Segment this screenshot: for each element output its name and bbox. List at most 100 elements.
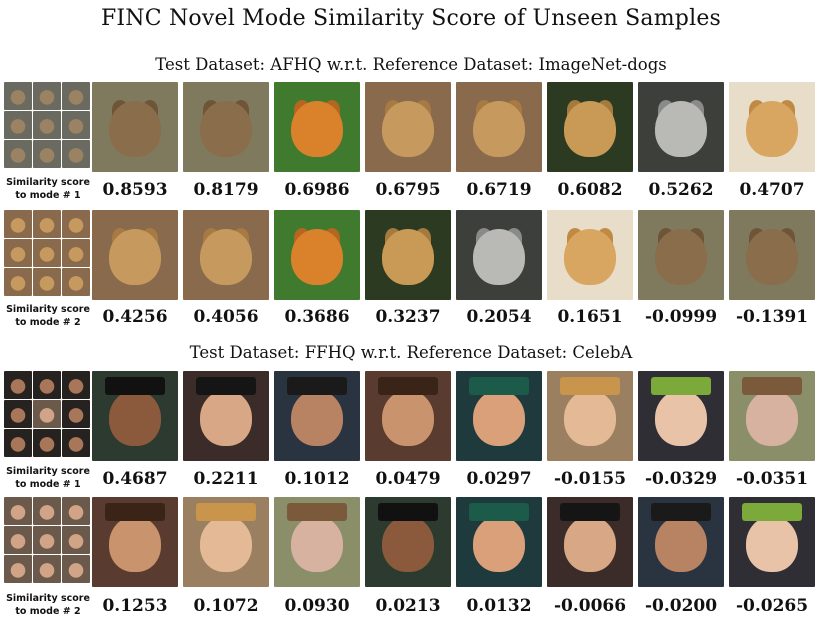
mode-thumbnail (62, 210, 90, 238)
mode-thumbnail (4, 526, 32, 554)
similarity-score: -0.0329 (644, 469, 718, 489)
sample-image-baseball-cap-man (456, 371, 542, 461)
similarity-score: 0.6986 (284, 180, 350, 200)
section-subtitle-ffhq: Test Dataset: FFHQ w.r.t. Reference Data… (189, 343, 633, 362)
sample-image-woman-blonde (183, 497, 269, 587)
sample-image-tabby-cat (183, 82, 269, 172)
sample-image-graduate-woman (365, 497, 451, 587)
similarity-score: 0.6719 (466, 180, 532, 200)
row-label-line2: to mode # 1 (15, 190, 81, 201)
sample-image-tiger (274, 82, 360, 172)
mode-thumbnail (62, 400, 90, 428)
row-label-line1: Similarity score (6, 593, 90, 604)
similarity-score: 0.4707 (739, 180, 805, 200)
row-label-line1: Similarity score (6, 466, 90, 477)
sample-image-graduate-man-2 (638, 497, 724, 587)
mode-thumbnail (4, 268, 32, 296)
mode-thumbnail (62, 239, 90, 267)
mode-thumbnail (4, 555, 32, 583)
similarity-score: -0.0066 (553, 596, 627, 616)
similarity-score: 0.3686 (284, 307, 350, 327)
mode-thumbnail-grid (4, 210, 90, 296)
section-subtitle-afhq: Test Dataset: AFHQ w.r.t. Reference Data… (155, 55, 667, 74)
similarity-score: 0.0132 (466, 596, 532, 616)
mode-thumbnail-grid (4, 497, 90, 583)
mode-thumbnail (4, 140, 32, 168)
similarity-score: 0.1012 (284, 469, 350, 489)
figure-title: FINC Novel Mode Similarity Score of Unse… (100, 6, 722, 31)
mode-thumbnail (33, 429, 61, 457)
image-row (4, 82, 818, 172)
mode-thumbnail (33, 210, 61, 238)
similarity-score: -0.0351 (735, 469, 809, 489)
similarity-score: 0.2211 (193, 469, 259, 489)
similarity-score: 0.0930 (284, 596, 350, 616)
sample-image-woman (365, 371, 451, 461)
similarity-score: 0.2054 (466, 307, 532, 327)
sample-image-graduate-woman (92, 371, 178, 461)
mode-thumbnail (4, 239, 32, 267)
score-row: Similarity score to mode # 2 0.1253 0.107… (4, 592, 818, 618)
similarity-score: -0.0200 (644, 596, 718, 616)
sample-image-graduate-man (547, 497, 633, 587)
row-label: Similarity score to mode # 1 (4, 176, 92, 202)
image-row (4, 210, 818, 300)
similarity-score: 0.4056 (193, 307, 259, 327)
row-label-line2: to mode # 2 (15, 606, 81, 617)
similarity-score: 0.0213 (375, 596, 441, 616)
row-label: Similarity score to mode # 1 (4, 465, 92, 491)
similarity-score: -0.1391 (735, 307, 809, 327)
sample-image-baby-hat (729, 497, 815, 587)
similarity-score: 0.1253 (102, 596, 168, 616)
sample-image-tiger (274, 210, 360, 300)
mode-thumbnail (62, 371, 90, 399)
similarity-score: 0.1651 (557, 307, 623, 327)
mode-thumbnail (62, 497, 90, 525)
image-row (4, 371, 818, 461)
sample-image-golden-dog (729, 82, 815, 172)
similarity-score: 0.3237 (375, 307, 441, 327)
similarity-score: 0.6795 (375, 180, 441, 200)
mode-thumbnail (62, 268, 90, 296)
row-label: Similarity score to mode # 2 (4, 303, 92, 329)
sample-image-tabby-cat (92, 82, 178, 172)
mode-thumbnail (62, 82, 90, 110)
similarity-score: 0.0479 (375, 469, 441, 489)
mode-thumbnail (4, 371, 32, 399)
sample-image-face-paint-girl (274, 497, 360, 587)
sample-image-baby-hat (638, 371, 724, 461)
sample-image-cheetah (547, 82, 633, 172)
row-label-line1: Similarity score (6, 304, 90, 315)
sample-image-lion (456, 82, 542, 172)
row-label-line1: Similarity score (6, 177, 90, 188)
mode-thumbnail (62, 140, 90, 168)
mode-thumbnail (33, 555, 61, 583)
similarity-score: 0.1072 (193, 596, 259, 616)
mode-thumbnail (4, 400, 32, 428)
score-row: Similarity score to mode # 1 0.4687 0.221… (4, 465, 818, 491)
mode-thumbnail-grid (4, 82, 90, 168)
row-label-line2: to mode # 1 (15, 479, 81, 490)
mode-thumbnail (4, 82, 32, 110)
similarity-score: -0.0265 (735, 596, 809, 616)
sample-image-lion (183, 210, 269, 300)
mode-thumbnail (33, 497, 61, 525)
mode-thumbnail (4, 429, 32, 457)
mode-thumbnail-grid (4, 371, 90, 457)
similarity-score: 0.8179 (193, 180, 259, 200)
mode-thumbnail (33, 111, 61, 139)
sample-image-wolf (456, 210, 542, 300)
mode-thumbnail (62, 429, 90, 457)
sample-image-graduate-man-2 (274, 371, 360, 461)
mode-thumbnail (33, 268, 61, 296)
mode-thumbnail (4, 210, 32, 238)
mode-thumbnail (33, 239, 61, 267)
similarity-score: 0.4687 (102, 469, 168, 489)
row-label-line2: to mode # 2 (15, 317, 81, 328)
mode-thumbnail (62, 526, 90, 554)
sample-image-tabby-cat (729, 210, 815, 300)
sample-image-lion (365, 82, 451, 172)
mode-thumbnail (33, 371, 61, 399)
sample-image-golden-dog (547, 210, 633, 300)
sample-image-face-paint-girl (729, 371, 815, 461)
